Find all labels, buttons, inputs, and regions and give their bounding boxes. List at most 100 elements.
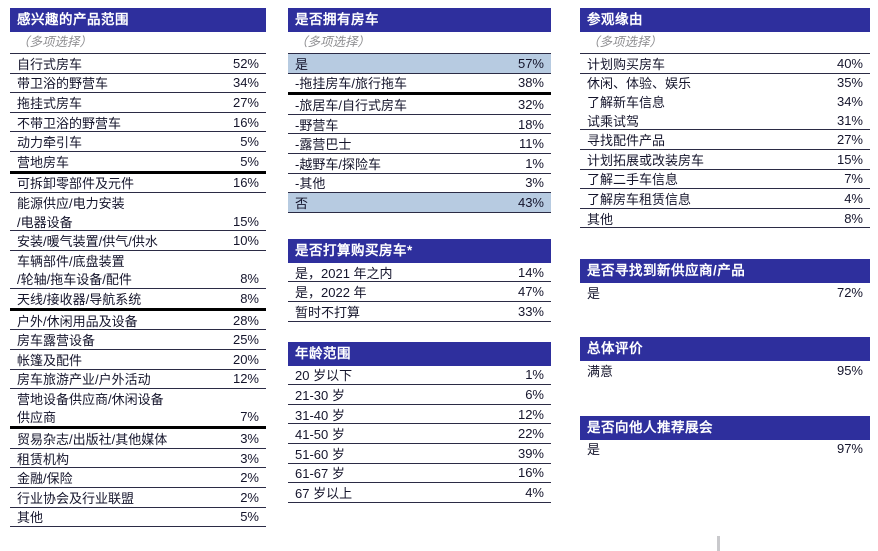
- survey-table: 年龄范围 20 岁以下 1% 21-30 岁 6% 31-40 岁 12% 41-50 岁 22…: [288, 341, 551, 503]
- row-label: 行业协会及行业联盟: [17, 490, 135, 506]
- column-2: 是否拥有房车 （多项选择） 是 57% -拖挂房车/旅行拖车 38% -旅居车/自行式房车 3…: [288, 8, 551, 503]
- table-row: 休闲、体验、娱乐 35%: [580, 74, 870, 93]
- table-row: 帐篷及配件 20%: [10, 350, 266, 370]
- table-row: 是 72%: [580, 283, 870, 302]
- row-label: 天线/接收器/导航系统: [17, 291, 142, 307]
- row-value: 22%: [517, 426, 544, 442]
- row-value: 3%: [240, 431, 259, 447]
- table-row: 户外/休闲用品及设备 28%: [10, 311, 266, 331]
- survey-table: 是否拥有房车 （多项选择） 是 57% -拖挂房车/旅行拖车 38% -旅居车/自行式房车 3…: [288, 8, 551, 213]
- row-value: 5%: [240, 509, 259, 525]
- row-label: 金融/保险: [17, 471, 73, 487]
- row-label: 是: [587, 442, 601, 458]
- row-label: 能源供应/电力安装: [17, 195, 125, 211]
- row-label: -其他: [295, 176, 326, 192]
- table-row: 行业协会及行业联盟 2%: [10, 488, 266, 508]
- row-label: 是，2022 年: [295, 285, 367, 301]
- row-label: 51-60 岁: [295, 446, 345, 462]
- table-row: 是 97%: [580, 440, 870, 459]
- row-label: 其他: [587, 211, 614, 227]
- row-label: 试乘试驾: [587, 113, 640, 129]
- row-value: 5%: [240, 134, 259, 150]
- table-row: 是 57%: [288, 54, 551, 74]
- table-row: 暂时不打算 33%: [288, 302, 551, 322]
- table-row: 车辆部件/底盘装置: [10, 251, 266, 270]
- table-row: 其他 8%: [580, 209, 870, 229]
- table-title: 参观缘由: [580, 8, 870, 32]
- row-value: 40%: [836, 55, 863, 71]
- table-row: 拖挂式房车 27%: [10, 93, 266, 113]
- row-label: -越野车/探险车: [295, 156, 381, 172]
- row-label: 可拆卸零部件及元件: [17, 176, 135, 192]
- row-label: 其他: [17, 510, 44, 526]
- row-value: 97%: [836, 441, 863, 457]
- table-row: -野营车 18%: [288, 115, 551, 135]
- row-value: 43%: [517, 194, 544, 210]
- row-value: 5%: [240, 153, 259, 169]
- row-label: 暂时不打算: [295, 304, 361, 320]
- row-value: 7%: [240, 409, 259, 425]
- row-label: 是: [295, 56, 309, 72]
- row-value: 25%: [232, 332, 259, 348]
- row-value: 16%: [232, 114, 259, 130]
- row-label: 21-30 岁: [295, 387, 345, 403]
- row-value: 28%: [232, 312, 259, 328]
- row-value: 47%: [517, 284, 544, 300]
- row-value: 15%: [232, 213, 259, 229]
- row-value: 27%: [836, 132, 863, 148]
- table-row: 67 岁以上 4%: [288, 483, 551, 503]
- table-row: 房车露营设备 25%: [10, 330, 266, 350]
- row-value: 12%: [232, 371, 259, 387]
- row-value: 6%: [525, 386, 544, 402]
- table-row: 41-50 岁 22%: [288, 424, 551, 444]
- table-row: 是，2022 年 47%: [288, 282, 551, 302]
- table-title: 感兴趣的产品范围: [10, 8, 266, 32]
- survey-table: 总体评价 满意 95%: [580, 336, 870, 380]
- table-row: 可拆卸零部件及元件 16%: [10, 174, 266, 194]
- row-label: 自行式房车: [17, 56, 83, 72]
- table-row: 61-67 岁 16%: [288, 464, 551, 484]
- row-label: 寻找配件产品: [587, 133, 666, 149]
- row-label: /轮轴/拖车设备/配件: [17, 272, 132, 288]
- row-value: 4%: [525, 484, 544, 500]
- table-title: 总体评价: [580, 336, 870, 361]
- survey-table: 参观缘由 （多项选择） 计划购买房车 40% 休闲、体验、娱乐 35% 了解新车信息 34% 试…: [580, 8, 870, 229]
- row-value: 34%: [232, 75, 259, 91]
- table-row: -旅居车/自行式房车 32%: [288, 95, 551, 115]
- row-label: 61-67 岁: [295, 466, 345, 482]
- survey-table: 是否向他人推荐展会是 97%: [580, 415, 870, 459]
- table-row: 31-40 岁 12%: [288, 405, 551, 425]
- table-row: 自行式房车 52%: [10, 54, 266, 74]
- row-label: 租赁机构: [17, 451, 70, 467]
- row-value: 3%: [525, 175, 544, 191]
- row-label: /电器设备: [17, 214, 73, 230]
- row-label: 41-50 岁: [295, 427, 345, 443]
- row-label: 房车露营设备: [17, 333, 96, 349]
- table-row: 试乘试驾 31%: [580, 111, 870, 131]
- row-value: 33%: [517, 303, 544, 319]
- table-row: 不带卫浴的野营车 16%: [10, 113, 266, 133]
- row-label: 安装/暖气装置/供气/供水: [17, 234, 158, 250]
- table-row: 带卫浴的野营车 34%: [10, 74, 266, 94]
- row-value: 52%: [232, 55, 259, 71]
- row-value: 20%: [232, 351, 259, 367]
- row-value: 7%: [844, 171, 863, 187]
- row-label: 是: [587, 286, 601, 302]
- row-value: 16%: [232, 175, 259, 191]
- row-label: 31-40 岁: [295, 407, 345, 423]
- table-subtitle: （多项选择）: [10, 32, 266, 54]
- row-label: 67 岁以上: [295, 485, 353, 501]
- row-label: 了解房车租赁信息: [587, 191, 692, 207]
- table-row: 能源供应/电力安装: [10, 193, 266, 212]
- table-row: 其他 5%: [10, 508, 266, 528]
- row-value: 38%: [517, 75, 544, 91]
- row-label: -野营车: [295, 117, 339, 133]
- table-row: 了解新车信息 34%: [580, 92, 870, 111]
- row-value: 16%: [517, 465, 544, 481]
- row-value: 4%: [844, 190, 863, 206]
- row-label: 营地房车: [17, 154, 70, 170]
- row-value: 8%: [240, 290, 259, 306]
- row-label: 否: [295, 195, 309, 211]
- row-value: 39%: [517, 445, 544, 461]
- row-value: 57%: [517, 55, 544, 71]
